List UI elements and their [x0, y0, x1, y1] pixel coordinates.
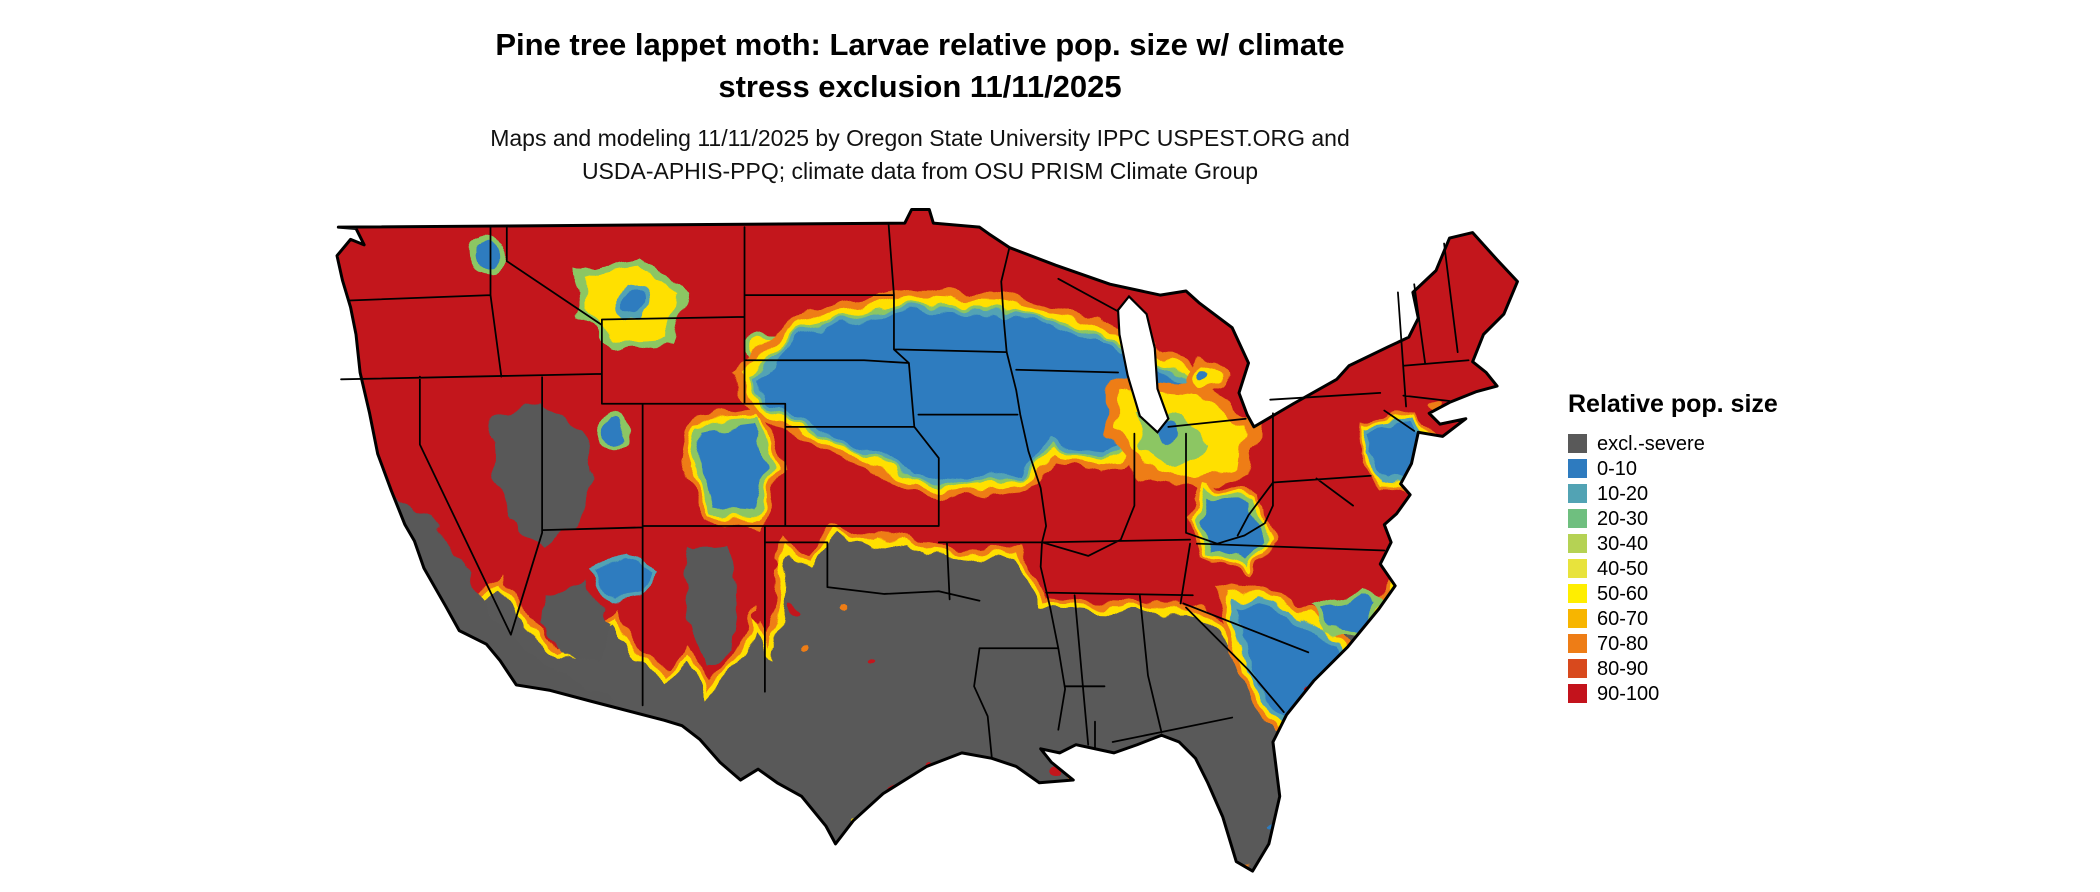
legend-item: 40-50 [1568, 556, 1868, 581]
legend-item: 90-100 [1568, 681, 1868, 706]
page-title-line1: Pine tree lappet moth: Larvae relative p… [495, 27, 1345, 62]
legend-swatch [1568, 634, 1587, 653]
legend-item-label: 80-90 [1597, 657, 1649, 680]
page-subtitle-line2: USDA-APHIS-PPQ; climate data from OSU PR… [581, 158, 1259, 185]
title-block: Pine tree lappet moth: Larvae relative p… [280, 24, 1560, 188]
legend-item: 50-60 [1568, 581, 1868, 606]
legend-swatch [1568, 509, 1587, 528]
legend-item: 30-40 [1568, 531, 1868, 556]
legend-item-label: 0-10 [1597, 457, 1638, 480]
legend-swatch [1568, 659, 1587, 678]
legend-item: 20-30 [1568, 506, 1868, 531]
legend-swatch [1568, 684, 1587, 703]
legend-item-label: 30-40 [1597, 532, 1649, 555]
us-map [300, 200, 1530, 886]
page-subtitle: Maps and modeling 11/11/2025 by Oregon S… [280, 122, 1560, 189]
legend-item-label: 60-70 [1597, 607, 1649, 630]
page-subtitle-line1: Maps and modeling 11/11/2025 by Oregon S… [490, 124, 1350, 151]
page-title-line2: stress exclusion 11/11/2025 [718, 68, 1122, 104]
state-boundaries [340, 222, 1470, 758]
legend-item: 10-20 [1568, 481, 1868, 506]
national-boundary [335, 208, 1519, 873]
raster-layers [336, 209, 1518, 872]
legend-items: excl.-severe 0-10 10-20 20-30 30-40 40-50 50-6… [1568, 431, 1868, 706]
legend-item-label: excl.-severe [1597, 432, 1705, 455]
legend-swatch [1568, 584, 1587, 603]
legend-swatch [1568, 484, 1587, 503]
legend: Relative pop. size excl.-severe 0-10 10-20… [1568, 390, 1868, 706]
us-map-svg [335, 208, 1519, 873]
legend-item-label: 20-30 [1597, 507, 1649, 530]
legend-item-label: 90-100 [1597, 682, 1660, 705]
legend-item-label: 10-20 [1597, 482, 1649, 505]
legend-item-label: 50-60 [1597, 582, 1649, 605]
legend-item: 60-70 [1568, 606, 1868, 631]
legend-item-label: 40-50 [1597, 557, 1649, 580]
legend-item: 80-90 [1568, 656, 1868, 681]
lake-michigan [1116, 294, 1170, 434]
legend-swatch [1568, 609, 1587, 628]
legend-swatch [1568, 459, 1587, 478]
legend-item: excl.-severe [1568, 431, 1868, 456]
legend-swatch [1568, 534, 1587, 553]
legend-item: 70-80 [1568, 631, 1868, 656]
legend-title: Relative pop. size [1568, 390, 1778, 418]
page-title: Pine tree lappet moth: Larvae relative p… [280, 24, 1560, 108]
legend-swatch [1568, 559, 1587, 578]
legend-swatch [1568, 434, 1587, 453]
legend-item-label: 70-80 [1597, 632, 1649, 655]
legend-item: 0-10 [1568, 456, 1868, 481]
